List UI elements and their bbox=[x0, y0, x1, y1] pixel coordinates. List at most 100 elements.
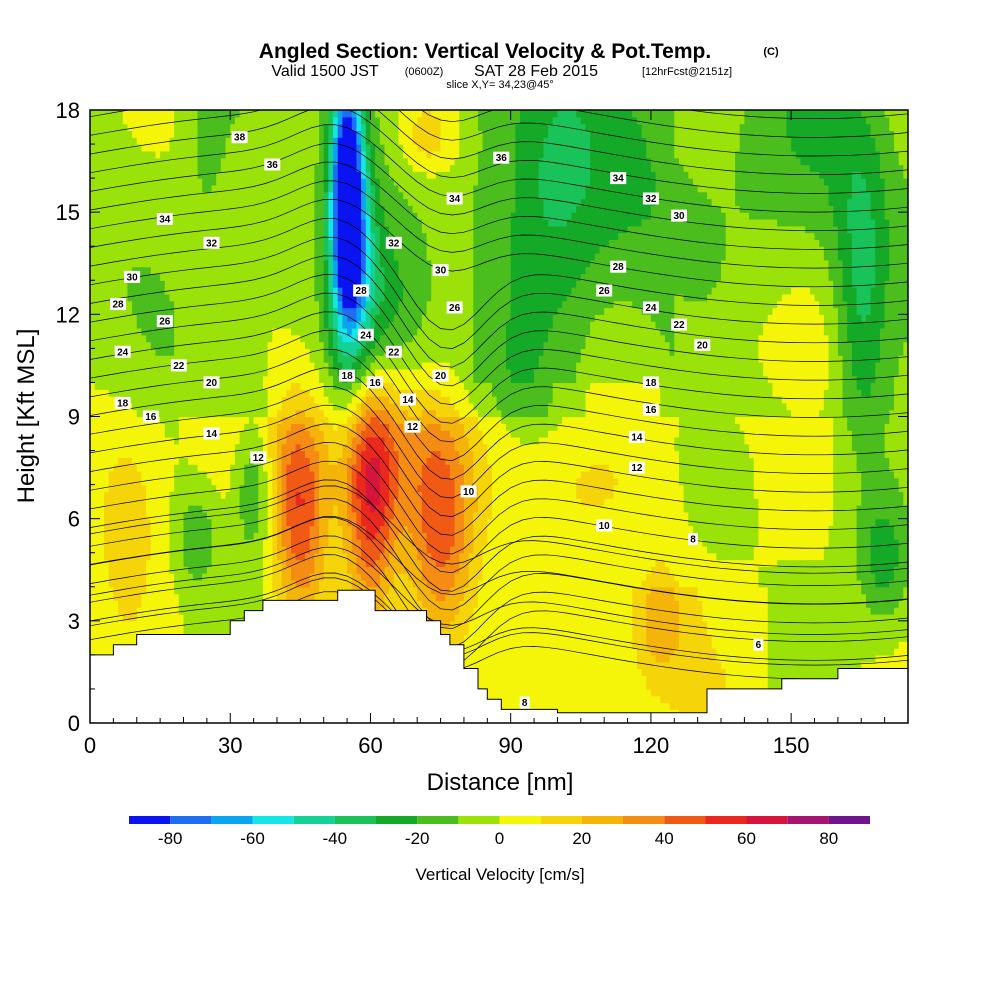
velocity-cell bbox=[108, 552, 114, 561]
velocity-cell bbox=[141, 470, 147, 479]
velocity-cell bbox=[290, 178, 297, 186]
velocity-cell bbox=[230, 178, 236, 186]
velocity-cell bbox=[188, 171, 194, 179]
velocity-cell bbox=[305, 416, 311, 424]
velocity-cell bbox=[281, 212, 287, 220]
velocity-cell bbox=[146, 273, 152, 281]
velocity-cell bbox=[328, 266, 334, 275]
velocity-cell bbox=[281, 280, 287, 288]
velocity-cell bbox=[211, 614, 217, 622]
velocity-cell bbox=[337, 450, 344, 458]
velocity-cell bbox=[146, 137, 152, 145]
velocity-cell bbox=[192, 232, 199, 241]
velocity-cell bbox=[234, 539, 241, 547]
velocity-cell bbox=[188, 627, 194, 636]
velocity-cell bbox=[178, 559, 185, 567]
velocity-cell bbox=[323, 259, 329, 268]
velocity-cell bbox=[192, 573, 199, 581]
velocity-cell bbox=[220, 484, 227, 493]
velocity-cell bbox=[333, 266, 339, 275]
velocity-cell bbox=[225, 287, 231, 295]
velocity-cell bbox=[141, 205, 147, 213]
velocity-cell bbox=[188, 246, 194, 254]
velocity-cell bbox=[118, 191, 124, 200]
velocity-cell bbox=[197, 518, 203, 527]
velocity-cell bbox=[225, 573, 231, 581]
velocity-cell bbox=[333, 477, 339, 486]
velocity-cell bbox=[132, 287, 138, 295]
velocity-cell bbox=[141, 137, 147, 145]
velocity-cell bbox=[90, 184, 96, 193]
velocity-cell bbox=[127, 368, 133, 377]
velocity-cell bbox=[113, 368, 119, 377]
velocity-cell bbox=[244, 225, 250, 234]
velocity-cell bbox=[319, 225, 325, 234]
velocity-cell bbox=[136, 184, 143, 193]
velocity-cell bbox=[146, 205, 152, 213]
velocity-cell bbox=[174, 620, 180, 629]
velocity-cell bbox=[239, 327, 245, 336]
velocity-cell bbox=[141, 314, 147, 322]
velocity-cell bbox=[333, 178, 339, 186]
velocity-cell bbox=[188, 539, 194, 547]
velocity-cell bbox=[113, 491, 119, 499]
velocity-cell bbox=[347, 539, 353, 547]
velocity-cell bbox=[262, 484, 269, 493]
velocity-cell bbox=[309, 348, 315, 356]
velocity-cell bbox=[272, 573, 278, 581]
velocity-cell bbox=[122, 157, 128, 166]
velocity-cell bbox=[309, 116, 315, 125]
velocity-cell bbox=[113, 144, 119, 152]
velocity-cell bbox=[305, 505, 311, 513]
velocity-cell bbox=[333, 566, 339, 574]
velocity-cell bbox=[272, 491, 278, 499]
velocity-cell bbox=[337, 464, 344, 472]
velocity-cell bbox=[323, 382, 329, 390]
velocity-cell bbox=[225, 164, 231, 172]
velocity-cell bbox=[113, 246, 119, 254]
velocity-cell bbox=[202, 423, 208, 431]
velocity-cell bbox=[342, 566, 348, 574]
velocity-cell bbox=[164, 382, 171, 390]
velocity-cell bbox=[276, 110, 283, 118]
velocity-cell bbox=[155, 477, 161, 486]
velocity-cell bbox=[319, 246, 325, 254]
velocity-cell bbox=[164, 164, 171, 172]
velocity-cell bbox=[267, 184, 273, 193]
velocity-cell bbox=[244, 586, 250, 595]
velocity-cell bbox=[347, 484, 353, 493]
velocity-cell bbox=[127, 627, 133, 636]
velocity-cell bbox=[90, 402, 96, 411]
velocity-cell bbox=[183, 212, 189, 220]
velocity-cell bbox=[160, 375, 166, 384]
velocity-cell bbox=[192, 498, 199, 506]
velocity-cell bbox=[94, 389, 100, 397]
velocity-cell bbox=[108, 280, 114, 288]
velocity-cell bbox=[104, 198, 110, 206]
velocity-cell bbox=[90, 137, 96, 145]
velocity-cell bbox=[174, 450, 180, 458]
velocity-cell bbox=[118, 225, 124, 234]
velocity-cell bbox=[295, 355, 301, 363]
velocity-cell bbox=[276, 355, 283, 363]
velocity-cell bbox=[202, 334, 208, 343]
velocity-cell bbox=[323, 375, 329, 384]
velocity-cell bbox=[328, 545, 334, 554]
velocity-cell bbox=[150, 287, 157, 295]
velocity-cell bbox=[253, 218, 259, 227]
velocity-cell bbox=[146, 246, 152, 254]
velocity-cell bbox=[146, 620, 152, 629]
velocity-cell bbox=[90, 123, 96, 132]
velocity-cell bbox=[150, 321, 157, 329]
velocity-cell bbox=[314, 218, 320, 227]
velocity-cell bbox=[118, 484, 124, 493]
velocity-cell bbox=[122, 123, 128, 132]
velocity-cell bbox=[234, 464, 241, 472]
velocity-cell bbox=[286, 280, 292, 288]
velocity-cell bbox=[258, 470, 264, 479]
velocity-cell bbox=[342, 287, 348, 295]
velocity-cell bbox=[160, 198, 166, 206]
velocity-cell bbox=[262, 368, 269, 377]
velocity-cell bbox=[197, 586, 203, 595]
velocity-cell bbox=[281, 436, 287, 445]
